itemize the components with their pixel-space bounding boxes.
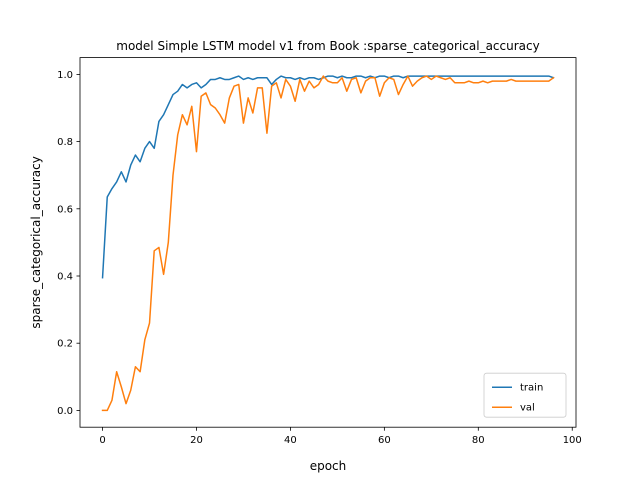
x-tick-label: 40 [284, 435, 297, 446]
series-line-train [101, 75, 555, 279]
x-tick-label: 20 [190, 435, 203, 446]
x-tick-label: 100 [563, 435, 582, 446]
legend: train val [483, 372, 567, 418]
y-tick-label: 0.2 [57, 339, 73, 350]
x-axis-label: epoch [310, 459, 347, 473]
series-group [101, 75, 555, 412]
legend-box [483, 372, 567, 418]
y-tick-label: 0.0 [57, 406, 73, 417]
x-tick-label: 60 [378, 435, 391, 446]
axis-ticks: 0 20 40 60 80 100 0.0 0.2 0.4 0.6 0.8 1.0 [57, 70, 582, 446]
y-tick-label: 1.0 [57, 70, 73, 81]
chart-title: model Simple LSTM model v1 from Book :sp… [116, 39, 539, 53]
y-axis-label: sparse_categorical_accuracy [29, 156, 43, 328]
legend-label-train: train [520, 383, 543, 394]
x-tick-label: 80 [472, 435, 485, 446]
series-line-val [101, 75, 555, 412]
x-tick-label: 0 [99, 435, 105, 446]
legend-label-val: val [520, 403, 535, 414]
plot-frame [79, 57, 577, 428]
y-tick-label: 0.8 [57, 137, 73, 148]
y-tick-label: 0.6 [57, 204, 73, 215]
y-tick-label: 0.4 [57, 272, 73, 283]
